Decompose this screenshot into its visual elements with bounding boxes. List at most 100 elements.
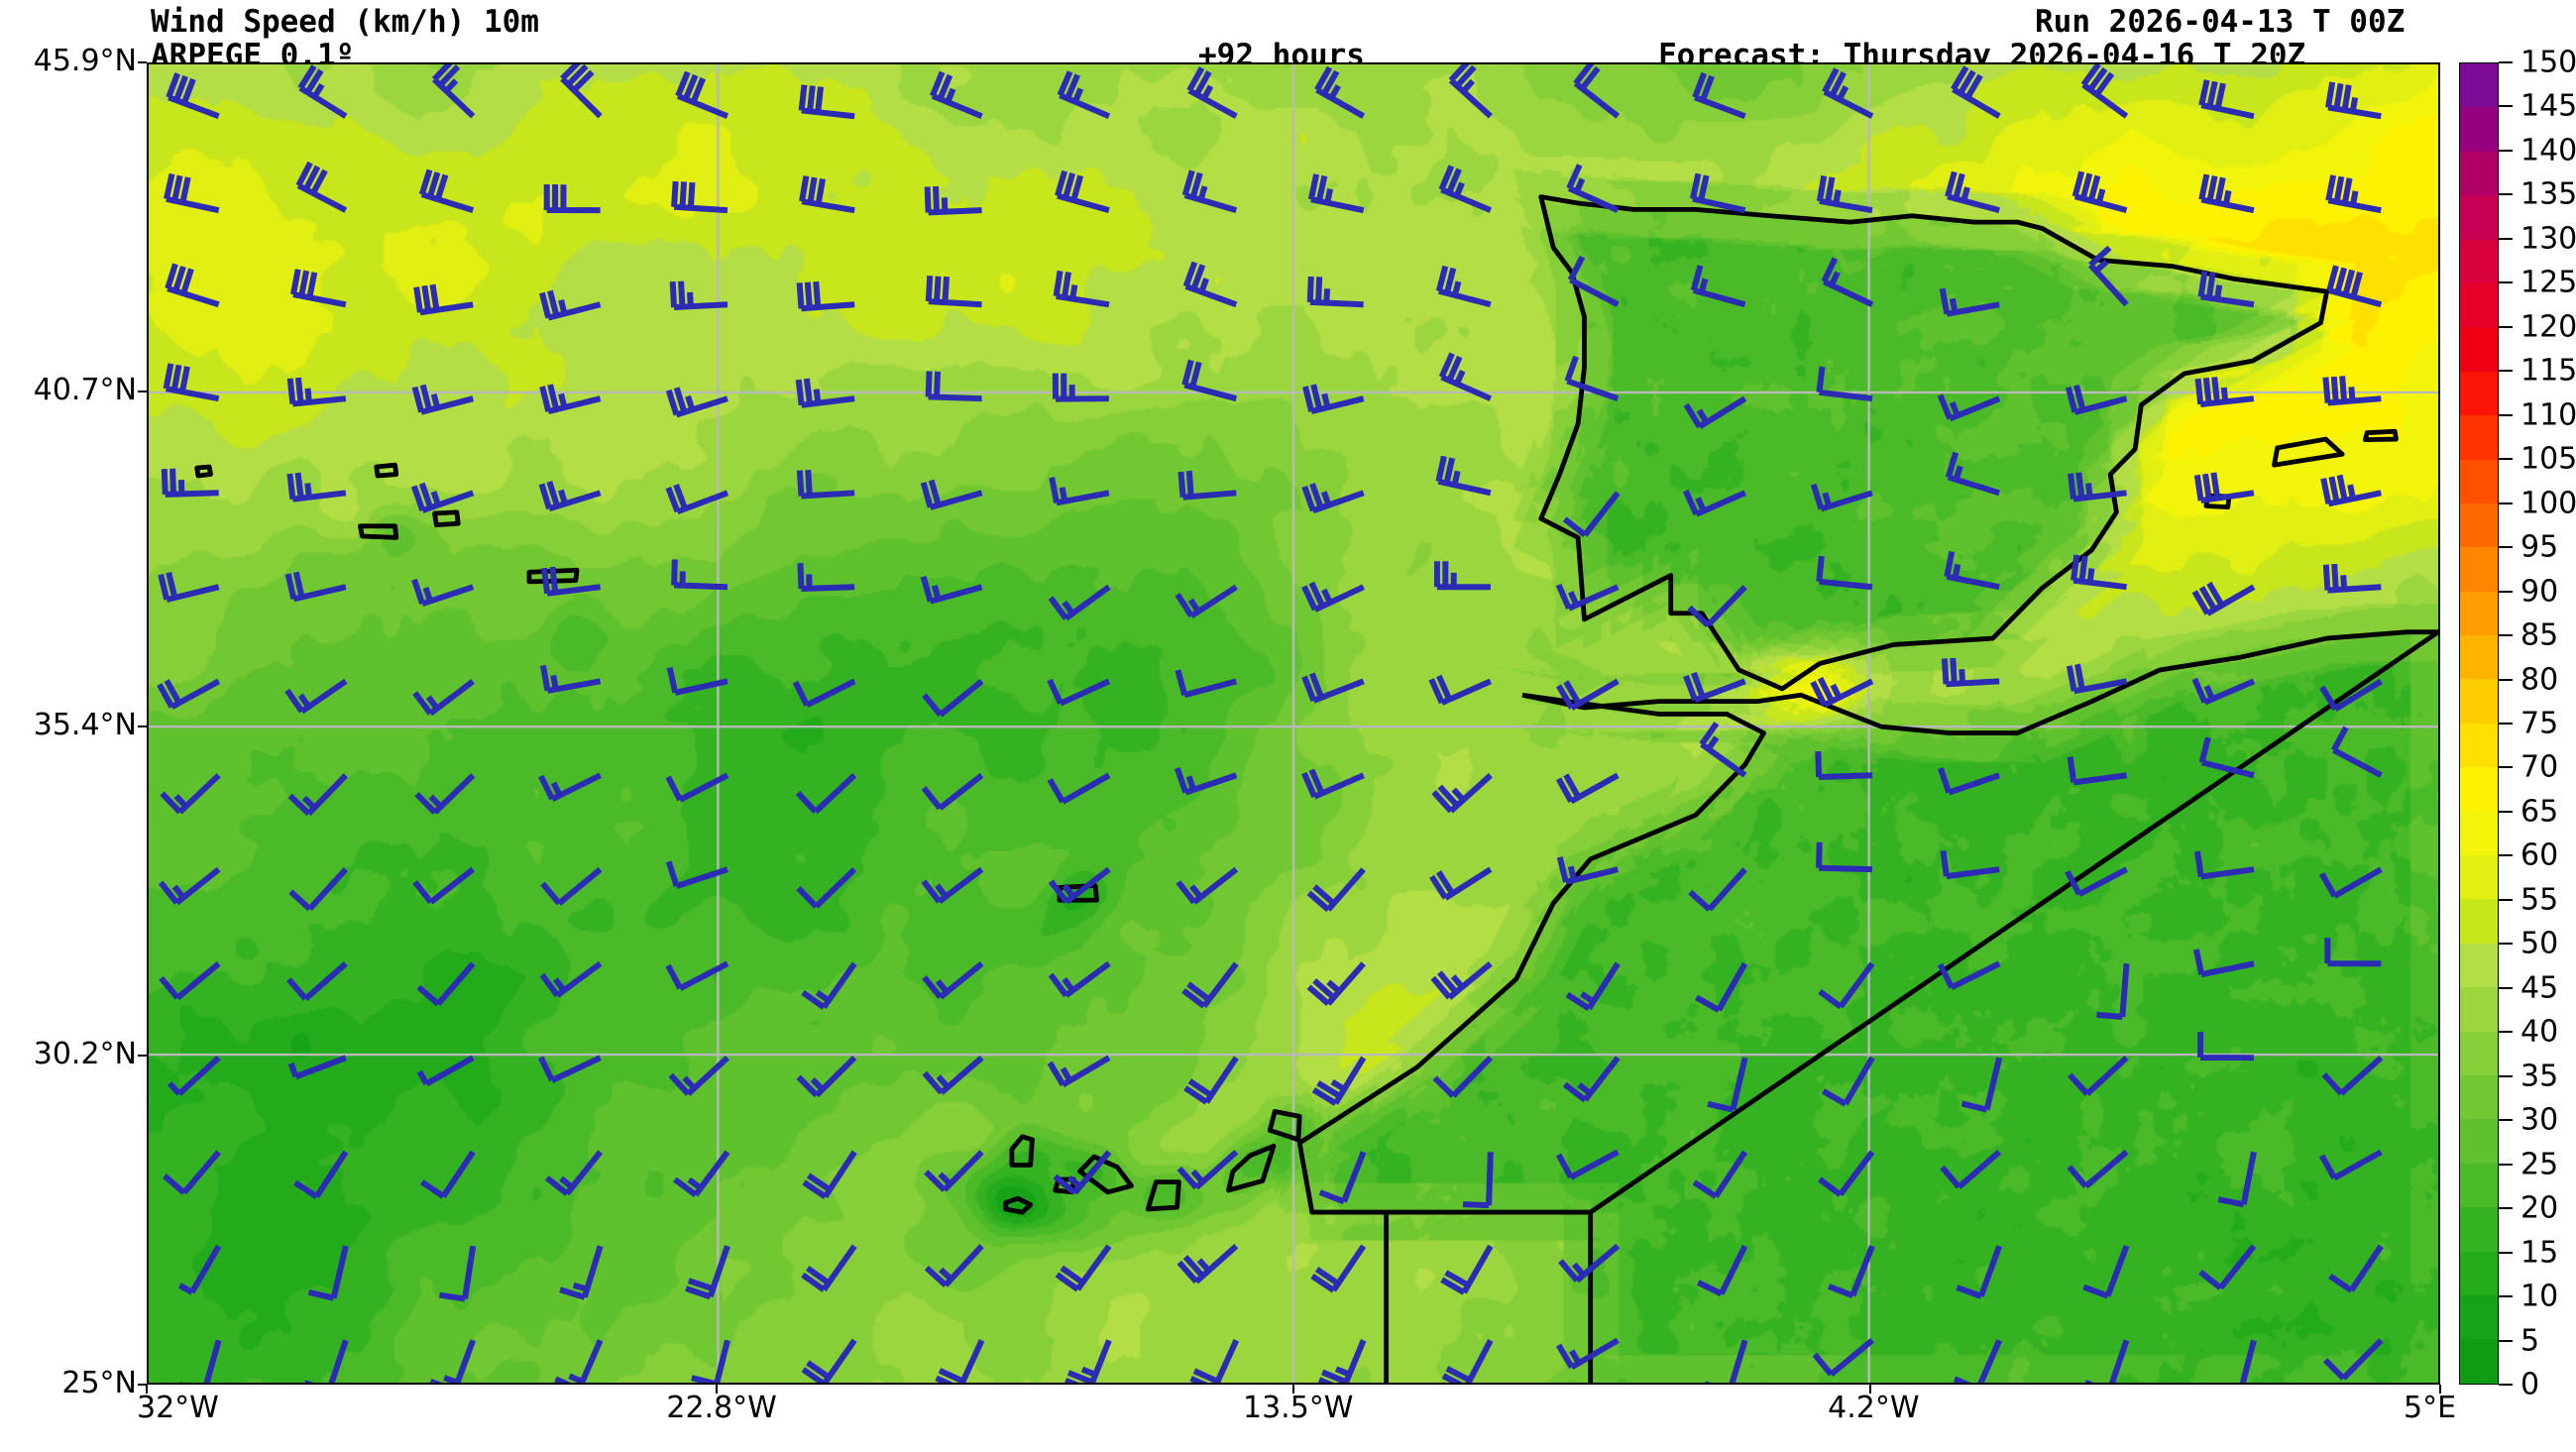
colorbar-tick (2499, 546, 2513, 549)
colorbar-tick-label: 110 (2520, 397, 2576, 433)
map-overlay (149, 64, 2438, 1383)
map-plot-area[interactable] (147, 62, 2440, 1385)
wind-barbs (157, 64, 2384, 1383)
y-axis-tick-label: 30.2°N (33, 1037, 137, 1072)
colorbar-segment (2460, 943, 2498, 988)
colorbar-tick-label: 120 (2520, 309, 2576, 345)
colorbar-tick-label: 140 (2520, 133, 2576, 168)
colorbar-tick-label: 90 (2520, 574, 2559, 610)
colorbar-segment (2460, 327, 2498, 372)
y-axis-tick (138, 390, 147, 392)
colorbar-tick (2499, 1251, 2513, 1254)
colorbar-tick (2499, 1384, 2513, 1386)
colorbar-segment (2460, 1119, 2498, 1164)
colorbar-tick (2499, 678, 2513, 681)
y-axis-tick (138, 61, 147, 63)
colorbar-segment (2460, 1074, 2498, 1120)
colorbar-segment (2460, 899, 2498, 944)
colorbar-tick-label: 55 (2520, 882, 2559, 918)
y-axis-tick (138, 1055, 147, 1058)
colorbar-tick-label: 135 (2520, 176, 2576, 212)
colorbar-segment (2460, 63, 2498, 108)
colorbar-tick-label: 70 (2520, 749, 2559, 785)
colorbar-tick-label: 105 (2520, 441, 2576, 477)
x-axis-tick-label: 4.2°W (1828, 1391, 1920, 1425)
colorbar-segment (2460, 767, 2498, 812)
colorbar-tick (2499, 281, 2513, 284)
colorbar-tick (2499, 810, 2513, 813)
colorbar-tick-label: 125 (2520, 265, 2576, 300)
colorbar-segment (2460, 107, 2498, 152)
colorbar-tick-label: 50 (2520, 926, 2559, 961)
colorbar-tick (2499, 1031, 2513, 1034)
colorbar-tick (2499, 723, 2513, 725)
colorbar-segment (2460, 415, 2498, 460)
colorbar-segment (2460, 987, 2498, 1032)
colorbar-tick-label: 30 (2520, 1102, 2559, 1138)
colorbar-segment (2460, 723, 2498, 768)
colorbar-segment (2460, 855, 2498, 900)
colorbar-tick (2499, 502, 2513, 504)
colorbar-segment (2460, 635, 2498, 680)
colorbar-tick-label: 25 (2520, 1147, 2559, 1182)
colorbar-tick-label: 10 (2520, 1279, 2559, 1314)
colorbar-tick (2499, 1207, 2513, 1210)
colorbar-segment (2460, 459, 2498, 503)
colorbar-segment (2460, 1294, 2498, 1340)
colorbar-tick (2499, 325, 2513, 328)
colorbar-tick-label: 100 (2520, 486, 2576, 521)
colorbar-tick (2499, 458, 2513, 461)
colorbar-tick (2499, 1339, 2513, 1342)
colorbar-tick (2499, 986, 2513, 989)
colorbar-tick (2499, 854, 2513, 857)
colorbar-segment (2460, 371, 2498, 416)
colorbar-tick-label: 130 (2520, 221, 2576, 257)
x-axis-tick-label: 13.5°W (1243, 1391, 1354, 1425)
y-axis-tick (138, 726, 147, 728)
x-axis-tick-label: 22.8°W (666, 1391, 777, 1425)
y-axis-tick (138, 1384, 147, 1386)
run-label: Run 2026-04-13 T 00Z (2035, 4, 2406, 40)
colorbar-tick (2499, 634, 2513, 637)
colorbar-segment (2460, 591, 2498, 636)
colorbar-tick-label: 0 (2520, 1367, 2540, 1402)
colorbar-tick-label: 95 (2520, 529, 2559, 565)
colorbar-segment (2460, 195, 2498, 240)
colorbar-tick-label: 45 (2520, 970, 2559, 1006)
colorbar-tick-label: 115 (2520, 353, 2576, 389)
colorbar-tick-label: 150 (2520, 45, 2576, 80)
colorbar-tick (2499, 1074, 2513, 1077)
colorbar-tick-label: 65 (2520, 794, 2559, 830)
colorbar-tick (2499, 1295, 2513, 1298)
colorbar-labels: 0 5 10 15 20 25 30 35 40 45 50 55 60 65 70 75 80 85 90 95 10… (2520, 46, 2576, 1402)
colorbar-tick-label: 145 (2520, 88, 2576, 124)
y-axis-tick-label: 25°N (61, 1366, 137, 1400)
x-axis-tick (716, 1385, 719, 1394)
colorbar-tick (2499, 943, 2513, 946)
colorbar-tick (2499, 61, 2513, 63)
colorbar-segment (2460, 503, 2498, 548)
colorbar-tick-label: 60 (2520, 838, 2559, 873)
colorbar-tick-label: 20 (2520, 1190, 2559, 1226)
colorbar-tick (2499, 149, 2513, 152)
colorbar-tick (2499, 590, 2513, 593)
colorbar-segment (2460, 1031, 2498, 1075)
colorbar (2459, 62, 2499, 1385)
colorbar-tick-label: 85 (2520, 617, 2559, 653)
y-axis-tick-label: 35.4°N (33, 708, 137, 743)
page-title: Wind Speed (km/h) 10m (151, 4, 539, 40)
colorbar-segment (2460, 1207, 2498, 1252)
colorbar-segment (2460, 239, 2498, 283)
colorbar-segment (2460, 282, 2498, 328)
colorbar-ticks (2499, 61, 2517, 1386)
colorbar-tick-label: 40 (2520, 1014, 2559, 1050)
colorbar-segment (2460, 151, 2498, 196)
colorbar-tick (2499, 237, 2513, 240)
coastlines (194, 194, 2438, 1383)
colorbar-tick (2499, 766, 2513, 769)
colorbar-segment (2460, 547, 2498, 592)
x-axis-tick (146, 1385, 148, 1394)
colorbar-tick-label: 80 (2520, 662, 2559, 698)
colorbar-tick (2499, 413, 2513, 416)
colorbar-segment (2460, 679, 2498, 724)
